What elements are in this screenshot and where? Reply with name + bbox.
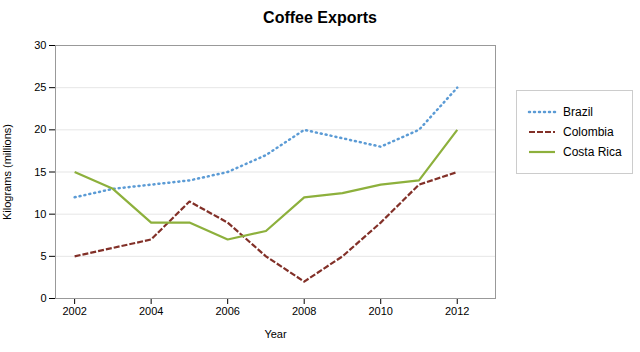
svg-text:20: 20 <box>34 123 46 135</box>
svg-text:2002: 2002 <box>62 305 86 317</box>
svg-text:2006: 2006 <box>215 305 239 317</box>
svg-text:2004: 2004 <box>139 305 163 317</box>
svg-text:10: 10 <box>34 208 46 220</box>
svg-text:Kilograms (millions): Kilograms (millions) <box>1 124 13 220</box>
svg-text:0: 0 <box>40 292 46 304</box>
html-text:Coffee Exports: Coffee Exports <box>263 9 377 26</box>
html-text:Colombia: Colombia <box>563 125 614 139</box>
svg-text:2010: 2010 <box>368 305 392 317</box>
svg-text:2008: 2008 <box>292 305 316 317</box>
svg-text:30: 30 <box>34 39 46 51</box>
svg-text:Year: Year <box>264 328 287 340</box>
svg-text:15: 15 <box>34 166 46 178</box>
svg-text:2012: 2012 <box>445 305 469 317</box>
html-text:Brazil: Brazil <box>563 105 593 119</box>
html-text:Costa Rica: Costa Rica <box>563 145 622 159</box>
svg-text:25: 25 <box>34 81 46 93</box>
svg-text:5: 5 <box>40 250 46 262</box>
